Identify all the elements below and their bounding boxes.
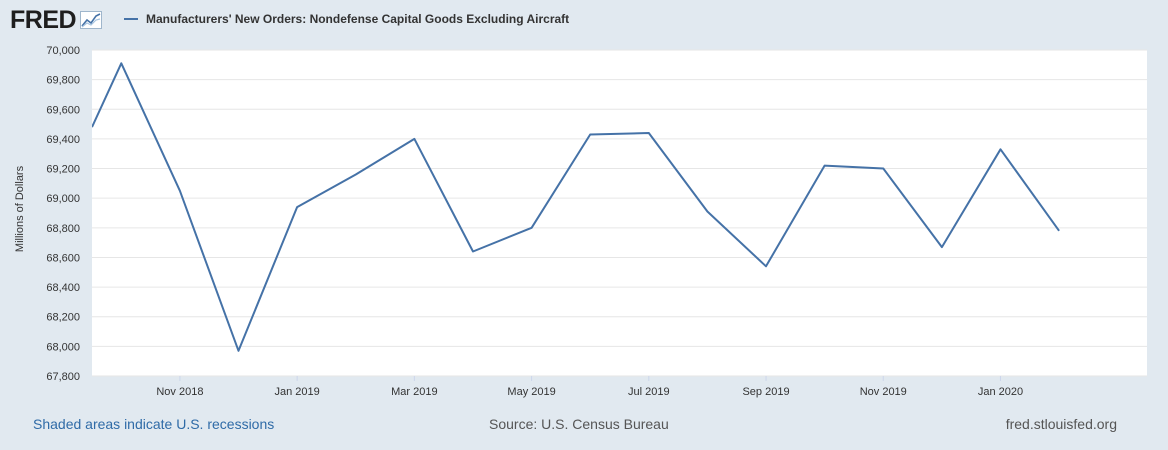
- data-point[interactable]: [408, 133, 420, 145]
- y-tick-label: 70,000: [46, 45, 80, 57]
- legend[interactable]: Manufacturers' New Orders: Nondefense Ca…: [124, 10, 569, 28]
- y-tick-label: 68,600: [46, 252, 80, 264]
- y-tick-label: 68,400: [46, 282, 80, 294]
- data-point[interactable]: [994, 143, 1006, 155]
- logo-text: FRED: [10, 5, 77, 34]
- y-tick-label: 68,000: [46, 341, 80, 353]
- data-point[interactable]: [467, 246, 479, 258]
- data-point[interactable]: [936, 241, 948, 253]
- data-point[interactable]: [584, 128, 596, 140]
- data-point[interactable]: [1053, 225, 1065, 237]
- y-tick-label: 69,000: [46, 193, 80, 205]
- data-point[interactable]: [233, 345, 245, 357]
- fred-logo[interactable]: FRED: [10, 5, 103, 35]
- series-layer: [86, 57, 1065, 357]
- data-point[interactable]: [819, 160, 831, 172]
- data-point[interactable]: [643, 127, 655, 139]
- y-tick-label: 69,200: [46, 164, 80, 176]
- data-point[interactable]: [115, 57, 127, 69]
- x-tick-label: Jan 2019: [275, 386, 320, 398]
- y-axis-title: Millions of Dollars: [14, 165, 26, 252]
- data-point[interactable]: [350, 168, 362, 180]
- data-point[interactable]: [174, 185, 186, 197]
- x-tick-label: Sep 2019: [742, 386, 789, 398]
- data-point[interactable]: [877, 163, 889, 175]
- plot-area: [92, 50, 1147, 376]
- recession-note-link[interactable]: Shaded areas indicate U.S. recessions: [33, 416, 275, 432]
- fred-graph-icon: [80, 11, 103, 29]
- x-tick-label: May 2019: [507, 386, 555, 398]
- legend-label: Manufacturers' New Orders: Nondefense Ca…: [146, 12, 570, 26]
- data-point[interactable]: [86, 121, 98, 133]
- data-point[interactable]: [526, 222, 538, 234]
- legend-swatch: [124, 18, 138, 20]
- y-tick-label: 68,800: [46, 223, 80, 235]
- fred-url[interactable]: fred.stlouisfed.org: [1005, 416, 1117, 432]
- data-point[interactable]: [291, 201, 303, 213]
- x-tick-label: Jan 2020: [978, 386, 1023, 398]
- y-tick-label: 69,400: [46, 134, 80, 146]
- y-tick-label: 68,200: [46, 312, 80, 324]
- y-tick-label: 69,600: [46, 104, 80, 116]
- source-text: Source: U.S. Census Bureau: [489, 416, 669, 432]
- grid-lines: [92, 49, 1147, 377]
- x-tick-label: Nov 2018: [156, 386, 203, 398]
- x-tick-label: Jul 2019: [628, 386, 670, 398]
- x-tick-label: Mar 2019: [391, 386, 437, 398]
- data-point[interactable]: [760, 260, 772, 272]
- y-axis: 67,800 68,000 68,200 68,400 68,600 68,800 69,0…: [46, 45, 80, 383]
- x-tick-label: Nov 2019: [860, 386, 907, 398]
- y-tick-label: 69,800: [46, 75, 80, 87]
- x-axis: Nov 2018 Jan 2019 Mar 2019 May 2019 Jul 2019…: [156, 376, 1023, 398]
- data-point[interactable]: [701, 206, 713, 218]
- series-line[interactable]: [92, 62, 1060, 352]
- y-tick-label: 67,800: [46, 371, 80, 383]
